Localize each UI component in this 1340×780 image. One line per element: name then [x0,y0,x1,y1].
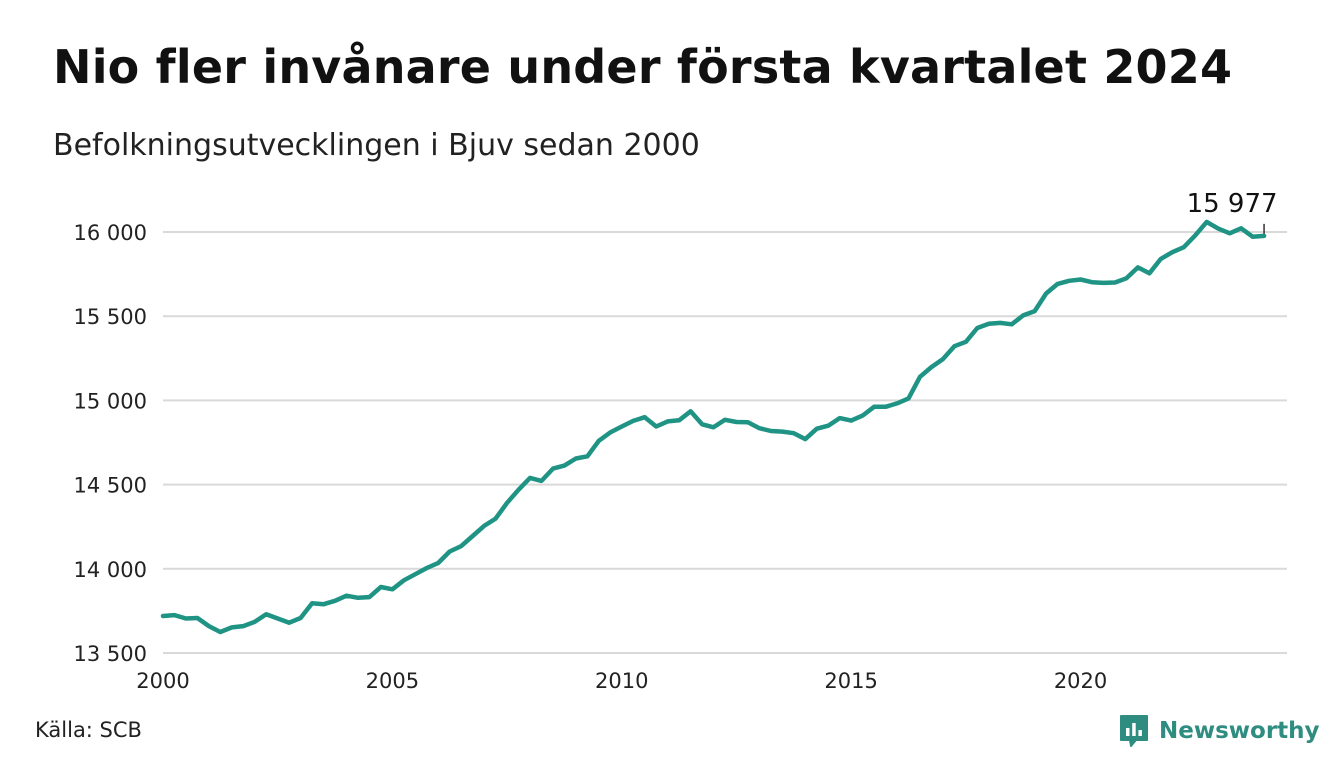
population-line [160,219,1267,635]
x-tick-label: 2010 [595,669,648,693]
y-tick-label: 14 000 [74,558,147,582]
brand-logo[interactable]: Newsworthy [1119,714,1320,748]
y-tick-label: 15 500 [74,305,147,329]
x-tick-label: 2000 [136,669,189,693]
newsworthy-logo-icon [1120,715,1148,747]
y-tick-label: 14 500 [74,474,147,498]
y-tick-label: 15 000 [74,389,147,413]
x-tick-label: 2015 [824,669,877,693]
y-tick-label: 13 500 [74,642,147,666]
chart-title: Nio fler invånare under första kvartalet… [53,40,1233,94]
chart-subtitle: Befolkningsutvecklingen i Bjuv sedan 200… [53,128,700,163]
last-value-label: 15 977 [1187,189,1278,219]
x-tick-label: 2020 [1054,669,1107,693]
brand-name: Newsworthy [1159,718,1320,744]
x-tick-label: 2005 [366,669,419,693]
source-note: Källa: SCB [35,718,142,742]
y-tick-label: 16 000 [74,221,147,245]
